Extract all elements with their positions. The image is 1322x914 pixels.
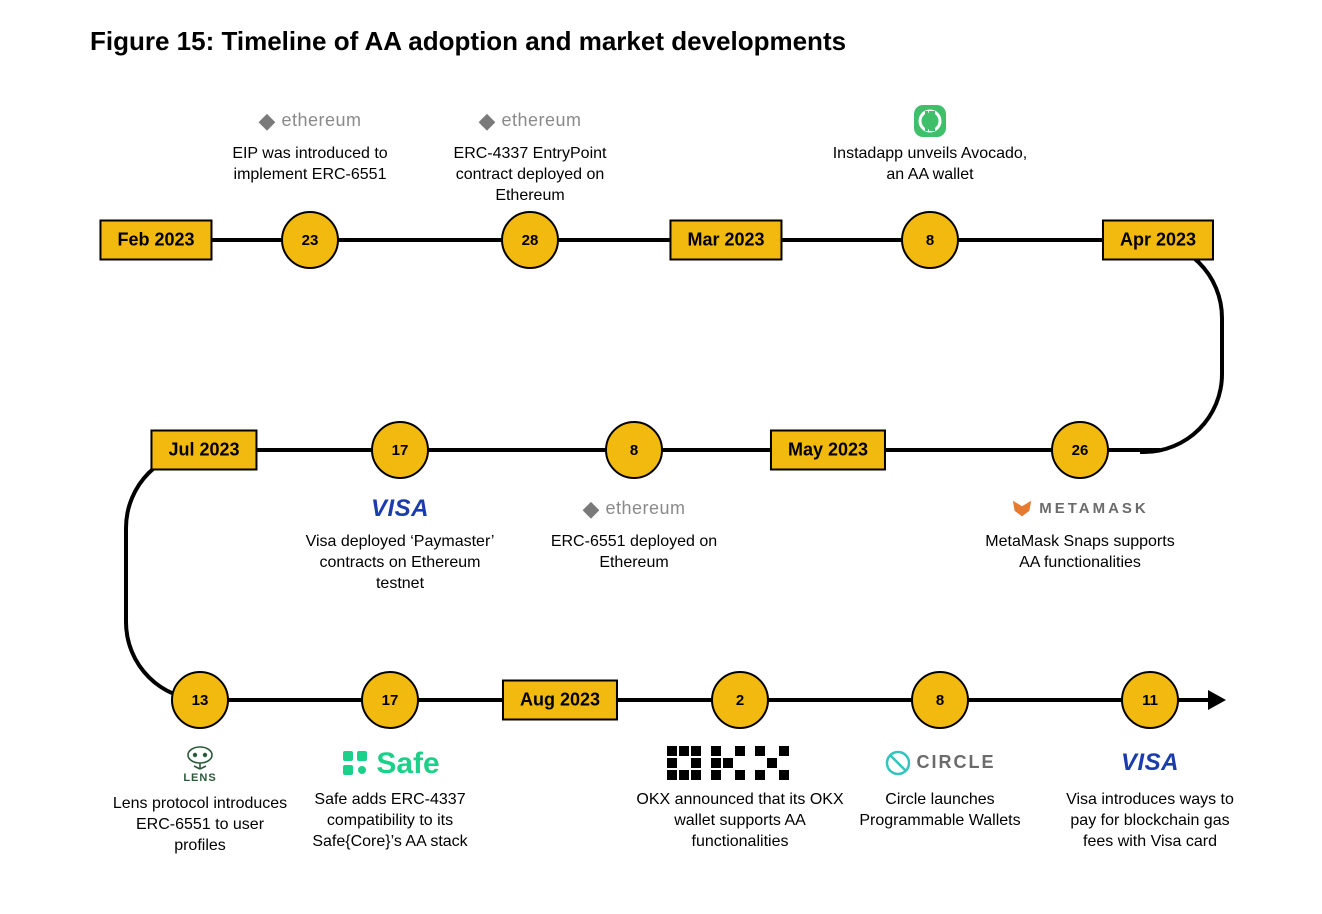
event-text: EIP was introduced to implement ERC-6551	[205, 144, 415, 186]
figure-title: Figure 15: Timeline of AA adoption and m…	[90, 26, 846, 57]
ethereum-wordmark: ethereum	[501, 109, 581, 132]
circle-logo: CIRCLE	[850, 742, 1030, 784]
month-label: Aug 2023	[520, 690, 600, 710]
safe-icon	[340, 748, 370, 778]
day-circle-e5: 17	[371, 421, 429, 479]
visa-wordmark: VISA	[371, 493, 429, 524]
event-text: Visa introduces ways to pay for blockcha…	[1060, 790, 1240, 852]
day-number: 8	[630, 442, 638, 459]
arrowhead-icon	[1208, 690, 1226, 710]
day-number: 28	[522, 232, 539, 249]
circle-icon	[885, 750, 911, 776]
day-circle-e1: 28	[501, 211, 559, 269]
ethereum-logo: ◆ ethereum	[205, 104, 415, 138]
day-circle-e7: 17	[361, 671, 419, 729]
day-circle-e9: 8	[911, 671, 969, 729]
okx-icon	[665, 744, 815, 782]
ethereum-wordmark: ethereum	[281, 109, 361, 132]
instadapp-icon	[913, 104, 947, 138]
metamask-fox-icon	[1011, 498, 1033, 520]
visa-logo: VISA	[1060, 742, 1240, 784]
ethereum-logo: ◆ ethereum	[529, 492, 739, 526]
day-number: 13	[192, 692, 209, 709]
month-label: Apr 2023	[1120, 230, 1196, 250]
month-box-may-2023: May 2023	[770, 430, 886, 471]
lens-wordmark: LENS	[183, 771, 216, 785]
day-circle-e3: 26	[1051, 421, 1109, 479]
event-okx-aa: OKX announced that its OKX wallet suppor…	[635, 742, 845, 852]
day-number: 17	[382, 692, 399, 709]
day-number: 23	[302, 232, 319, 249]
event-circle-wallets: CIRCLE Circle launches Programmable Wall…	[850, 742, 1030, 832]
month-label: May 2023	[788, 440, 868, 460]
month-box-aug-2023: Aug 2023	[502, 680, 618, 721]
day-number: 26	[1072, 442, 1089, 459]
event-visa-paymaster: VISA Visa deployed ‘Paymaster’ contracts…	[295, 492, 505, 594]
lens-logo: LENS	[110, 742, 290, 788]
month-label: Jul 2023	[168, 440, 239, 460]
ethereum-icon: ◆	[583, 498, 600, 520]
day-circle-e6: 13	[171, 671, 229, 729]
event-text: ERC-6551 deployed on Ethereum	[529, 532, 739, 574]
day-circle-e2: 8	[901, 211, 959, 269]
circle-wordmark: CIRCLE	[917, 751, 996, 774]
okx-logo	[635, 742, 845, 784]
event-text: OKX announced that its OKX wallet suppor…	[635, 790, 845, 852]
event-visa-gas-fees: VISA Visa introduces ways to pay for blo…	[1060, 742, 1240, 852]
day-number: 11	[1142, 692, 1158, 709]
vline-left-1	[124, 528, 128, 622]
event-lens-6551: LENS Lens protocol introduces ERC-6551 t…	[110, 742, 290, 856]
month-box-jul-2023: Jul 2023	[150, 430, 257, 471]
ethereum-wordmark: ethereum	[605, 497, 685, 520]
metamask-wordmark: METAMASK	[1039, 499, 1149, 519]
month-box-apr-2023: Apr 2023	[1102, 220, 1214, 261]
day-circle-e8: 2	[711, 671, 769, 729]
month-label: Feb 2023	[117, 230, 194, 250]
ethereum-icon: ◆	[259, 110, 276, 132]
day-number: 8	[926, 232, 934, 249]
month-box-feb-2023: Feb 2023	[99, 220, 212, 261]
curve-right-2	[1140, 370, 1224, 454]
timeline-figure: Figure 15: Timeline of AA adoption and m…	[0, 0, 1322, 914]
lens-icon	[185, 745, 215, 771]
visa-logo: VISA	[295, 492, 505, 526]
row3-line	[200, 698, 1210, 702]
metamask-logo: METAMASK	[975, 492, 1185, 526]
row2-line	[200, 448, 1160, 452]
visa-wordmark: VISA	[1121, 747, 1179, 778]
event-text: Visa deployed ‘Paymaster’ contracts on E…	[295, 532, 505, 594]
safe-logo: Safe	[285, 742, 495, 784]
safe-wordmark: Safe	[376, 744, 439, 783]
event-instadapp-avocado: Instadapp unveils Avocado, an AA wallet	[825, 104, 1035, 186]
event-text: Circle launches Programmable Wallets	[850, 790, 1030, 832]
day-number: 2	[736, 692, 744, 709]
day-number: 17	[392, 442, 409, 459]
event-eip-6551-intro: ◆ ethereum EIP was introduced to impleme…	[205, 104, 415, 186]
ethereum-logo: ◆ ethereum	[425, 104, 635, 138]
month-box-mar-2023: Mar 2023	[669, 220, 782, 261]
event-text: ERC-4337 EntryPoint contract deployed on…	[425, 144, 635, 206]
event-text: Safe adds ERC-4337 compatibility to its …	[285, 790, 495, 852]
day-number: 8	[936, 692, 944, 709]
month-label: Mar 2023	[687, 230, 764, 250]
event-text: MetaMask Snaps supports AA functionaliti…	[975, 532, 1185, 574]
event-erc6551-deployed: ◆ ethereum ERC-6551 deployed on Ethereum	[529, 492, 739, 574]
vline-right-1	[1220, 318, 1224, 374]
day-circle-e10: 11	[1121, 671, 1179, 729]
event-text: Instadapp unveils Avocado, an AA wallet	[825, 144, 1035, 186]
day-circle-e4: 8	[605, 421, 663, 479]
day-circle-e0: 23	[281, 211, 339, 269]
event-safe-4337: Safe Safe adds ERC-4337 compatibility to…	[285, 742, 495, 852]
event-metamask-snaps: METAMASK MetaMask Snaps supports AA func…	[975, 492, 1185, 574]
ethereum-icon: ◆	[479, 110, 496, 132]
instadapp-logo	[825, 104, 1035, 138]
event-text: Lens protocol introduces ERC-6551 to use…	[110, 794, 290, 856]
event-erc4337-entrypoint: ◆ ethereum ERC-4337 EntryPoint contract …	[425, 104, 635, 206]
